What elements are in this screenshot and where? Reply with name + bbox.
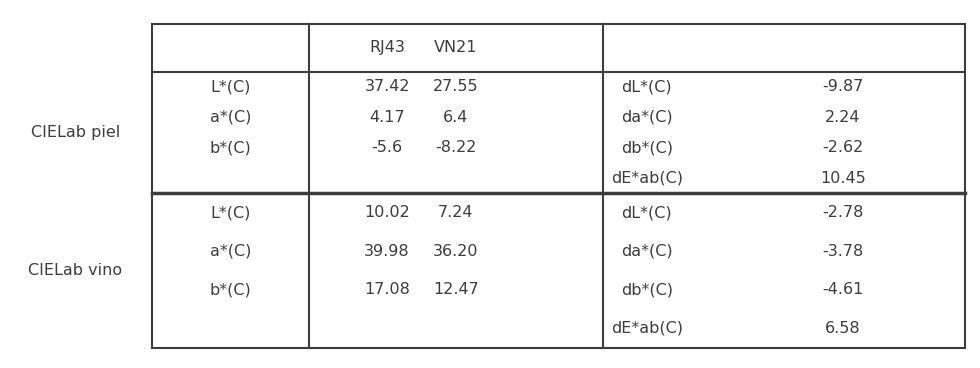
Text: 4.17: 4.17 (369, 110, 405, 125)
Text: da*(C): da*(C) (621, 244, 672, 259)
Text: RJ43: RJ43 (369, 40, 405, 55)
Text: -2.78: -2.78 (822, 205, 863, 220)
Text: da*(C): da*(C) (621, 110, 672, 125)
Text: a*(C): a*(C) (210, 110, 251, 125)
Text: -2.62: -2.62 (822, 140, 863, 155)
Text: 10.02: 10.02 (365, 205, 410, 220)
Text: CIELab piel: CIELab piel (30, 125, 121, 140)
Text: db*(C): db*(C) (620, 140, 673, 155)
Text: -4.61: -4.61 (822, 282, 863, 297)
Text: b*(C): b*(C) (210, 282, 251, 297)
Text: 37.42: 37.42 (365, 79, 410, 95)
Text: -3.78: -3.78 (822, 244, 863, 259)
Text: dE*ab(C): dE*ab(C) (611, 170, 683, 185)
Text: 6.58: 6.58 (825, 321, 860, 336)
Text: L*(C): L*(C) (210, 205, 251, 220)
Text: dE*ab(C): dE*ab(C) (611, 321, 683, 336)
Text: 39.98: 39.98 (365, 244, 410, 259)
Text: dL*(C): dL*(C) (621, 79, 672, 95)
Text: 7.24: 7.24 (438, 205, 473, 220)
Text: 12.47: 12.47 (433, 282, 478, 297)
Text: L*(C): L*(C) (210, 79, 251, 95)
Text: 27.55: 27.55 (433, 79, 478, 95)
Text: 6.4: 6.4 (443, 110, 468, 125)
Text: VN21: VN21 (434, 40, 477, 55)
Text: b*(C): b*(C) (210, 140, 251, 155)
Text: a*(C): a*(C) (210, 244, 251, 259)
Text: 10.45: 10.45 (820, 170, 865, 185)
Text: db*(C): db*(C) (620, 282, 673, 297)
Text: 17.08: 17.08 (365, 282, 410, 297)
Text: -9.87: -9.87 (822, 79, 863, 95)
Text: dL*(C): dL*(C) (621, 205, 672, 220)
Text: CIELab vino: CIELab vino (28, 263, 122, 278)
Text: -5.6: -5.6 (371, 140, 403, 155)
Text: -8.22: -8.22 (435, 140, 476, 155)
Text: 2.24: 2.24 (825, 110, 860, 125)
Text: 36.20: 36.20 (433, 244, 478, 259)
